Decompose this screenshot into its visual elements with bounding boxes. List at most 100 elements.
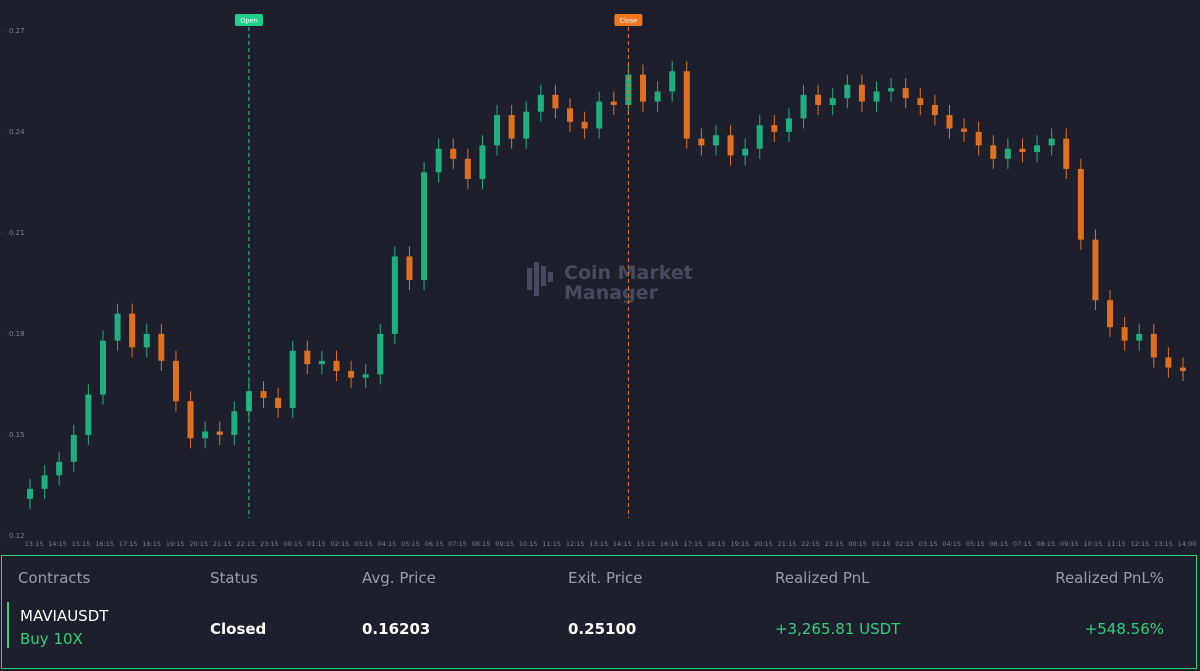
candle-body [143, 333, 150, 348]
candle-body [362, 374, 369, 378]
x-tick-label: 04:15 [942, 540, 961, 548]
candle-body [406, 256, 413, 281]
candle-body [1150, 333, 1157, 358]
candle-body [1004, 148, 1011, 159]
candle-body [348, 370, 355, 378]
x-tick-label: 14:15 [48, 540, 67, 548]
candle-body [494, 115, 501, 146]
x-tick-label: 08:15 [1036, 540, 1055, 548]
x-tick-label: 19:15 [731, 540, 750, 548]
candle-body [85, 394, 92, 435]
x-tick-label: 00:15 [283, 540, 302, 548]
x-tick-label: 12:15 [1131, 540, 1150, 548]
x-tick-label: 17:15 [119, 540, 138, 548]
x-tick-label: 16:15 [95, 540, 114, 548]
x-tick-label: 21:15 [213, 540, 232, 548]
watermark-logo [548, 272, 553, 282]
candle-body [552, 94, 559, 109]
candle-body [260, 391, 267, 398]
candle-body [1034, 145, 1041, 153]
x-tick-label: 14:00 [1178, 540, 1197, 548]
y-tick-label: 0.12 [9, 532, 25, 540]
candle-body [41, 475, 48, 489]
pnl: +3,265.81 USDT [775, 620, 901, 638]
x-tick-label: 00:15 [848, 540, 867, 548]
x-tick-label: 13:15 [25, 540, 44, 548]
candle-body [1180, 367, 1186, 371]
x-tick-label: 12:15 [566, 540, 585, 548]
x-tick-label: 15:15 [636, 540, 655, 548]
x-tick-label: 05:15 [401, 540, 420, 548]
candle-body [829, 98, 836, 105]
candle-body [1107, 300, 1114, 328]
x-tick-label: 06:15 [425, 540, 444, 548]
x-tick-label: 09:15 [495, 540, 514, 548]
x-tick-label: 19:15 [166, 540, 185, 548]
header: Realized PnL% [1055, 569, 1164, 587]
x-tick-label: 16:15 [660, 540, 679, 548]
candle-body [712, 135, 719, 146]
x-tick-label: 21:15 [778, 540, 797, 548]
candle-body [158, 333, 165, 361]
candle-body [844, 84, 851, 99]
avg-price: 0.16203 [362, 620, 431, 638]
x-tick-label: 18:15 [142, 540, 161, 548]
row-accent [7, 602, 9, 648]
x-tick-label: 13:15 [1154, 540, 1173, 548]
x-tick-label: 04:15 [378, 540, 397, 548]
chart: Coin MarketManager0.270.240.210.180.150.… [0, 14, 1197, 548]
x-tick-label: 20:15 [189, 540, 208, 548]
candle-body [567, 108, 574, 122]
watermark-logo [527, 268, 532, 290]
y-tick-label: 0.27 [9, 27, 25, 35]
x-tick-label: 23:15 [825, 540, 844, 548]
x-tick-label: 22:15 [236, 540, 255, 548]
candle-body [289, 350, 296, 408]
x-tick-label: 03:15 [354, 540, 373, 548]
candle-body [333, 360, 340, 371]
x-tick-label: 01:15 [872, 540, 891, 548]
candle-body [479, 145, 486, 180]
candle-body [56, 461, 63, 476]
y-tick-label: 0.18 [9, 330, 25, 338]
candle-body [975, 131, 982, 146]
header: Realized PnL [775, 569, 870, 587]
watermark: Manager [564, 282, 659, 304]
x-tick-label: 11:15 [1107, 540, 1126, 548]
candle-body [931, 104, 938, 116]
candle-body [304, 350, 311, 365]
candle-body [391, 256, 398, 334]
side: Buy 10X [20, 630, 83, 648]
x-tick-label: 10:15 [1084, 540, 1103, 548]
candle-body [231, 411, 238, 435]
watermark-logo [534, 262, 539, 296]
candle-body [1121, 327, 1128, 341]
pnl-pct: +548.56% [1084, 620, 1164, 638]
candle-body [727, 135, 734, 156]
candle-body [114, 313, 121, 341]
candle-body [216, 431, 223, 435]
y-tick-label: 0.15 [9, 431, 25, 439]
status: Closed [210, 620, 267, 638]
candle-body [275, 397, 282, 408]
x-tick-label: 14:15 [613, 540, 632, 548]
candle-body [70, 434, 77, 462]
x-tick-label: 22:15 [801, 540, 820, 548]
candle-body [202, 431, 209, 439]
candle-body [771, 125, 778, 132]
y-tick-label: 0.24 [9, 128, 25, 136]
candle-body [129, 313, 136, 348]
annotation-tag [234, 14, 263, 26]
candle-body [902, 88, 909, 99]
candle-body [1063, 138, 1070, 169]
x-tick-label: 11:15 [542, 540, 561, 548]
x-tick-label: 01:15 [307, 540, 326, 548]
candle-body [990, 145, 997, 159]
candle-body [27, 488, 33, 499]
x-tick-label: 02:15 [331, 540, 350, 548]
x-tick-label: 17:15 [683, 540, 702, 548]
candle-body [1077, 168, 1084, 240]
header: Exit. Price [568, 569, 643, 587]
candle-body [1165, 357, 1172, 368]
